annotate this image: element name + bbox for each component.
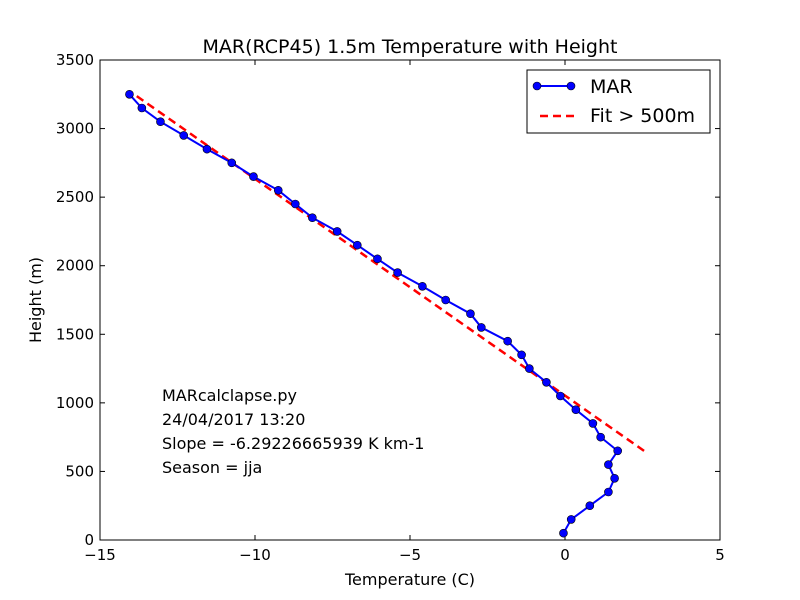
y-tick-label: 3500 [56,51,94,69]
chart-title: MAR(RCP45) 1.5m Temperature with Height [203,36,618,58]
legend-label-mar: MAR [590,76,633,98]
x-tick-label: −10 [239,546,271,564]
y-tick-label: 1500 [56,325,94,343]
x-tick-label: −15 [84,546,116,564]
legend: MAR Fit > 500m [526,69,711,134]
x-tick-label: 5 [715,546,725,564]
y-tick-label: 1000 [56,394,94,412]
mar-point [179,131,188,140]
mar-point [596,432,605,442]
mar-point [566,515,576,524]
legend-box [526,69,711,134]
mar-point [613,446,623,456]
y-tick-label: 2500 [56,188,94,206]
annotation-text: MARcalclapse.py [162,386,297,405]
annotation-text: Season = jja [162,458,262,477]
legend-label-fit: Fit > 500m [590,105,695,127]
mar-point [466,309,475,319]
mar-point [556,391,565,401]
mar-point [125,89,134,99]
mar-point [585,501,595,511]
mar-point [227,158,237,168]
mar-point [559,528,568,538]
x-axis-label: Temperature (C) [344,570,475,589]
axis-ticks: −15 −10 −5 0 5 0 500 1000 1500 2000 2500 3000 3500 [56,51,725,564]
mar-point [604,460,613,469]
mar-point [542,377,551,387]
plot-frame [99,59,721,541]
mar-point [441,295,450,305]
mar-point [156,117,165,127]
mar-point [137,103,147,113]
mar-point [476,323,486,332]
mar-point [517,350,526,360]
mar-point [418,281,427,291]
mar-point [332,227,342,236]
mar-point [503,336,512,346]
mar-point [588,419,598,428]
y-tick-label: 2000 [56,257,94,275]
mar-point [604,487,613,497]
annotation-text: Slope = -6.29226665939 K km-1 [162,434,424,453]
mar-point [610,473,619,483]
mar-point [308,213,317,223]
mar-point [571,405,581,415]
annotation-text: 24/04/2017 13:20 [162,410,305,429]
mar-point [525,364,534,373]
mar-point [290,199,300,209]
legend-mar-marker [566,81,576,91]
y-axis-label: Height (m) [26,257,45,343]
y-tick-label: 3000 [56,120,94,138]
mar-point [249,172,258,181]
y-tick-label: 0 [84,531,94,549]
annotations: MARcalclapse.py 24/04/2017 13:20 Slope = -… [162,386,424,477]
y-tick-label: 500 [65,462,94,480]
mar-point [273,185,283,195]
mar-point [393,268,402,277]
mar-point [202,144,212,154]
x-tick-label: −5 [399,546,421,564]
x-tick-label: 0 [560,546,570,564]
plot-series [125,89,645,538]
mar-point [373,254,382,264]
legend-mar-marker [532,81,542,91]
mar-point [352,240,362,250]
